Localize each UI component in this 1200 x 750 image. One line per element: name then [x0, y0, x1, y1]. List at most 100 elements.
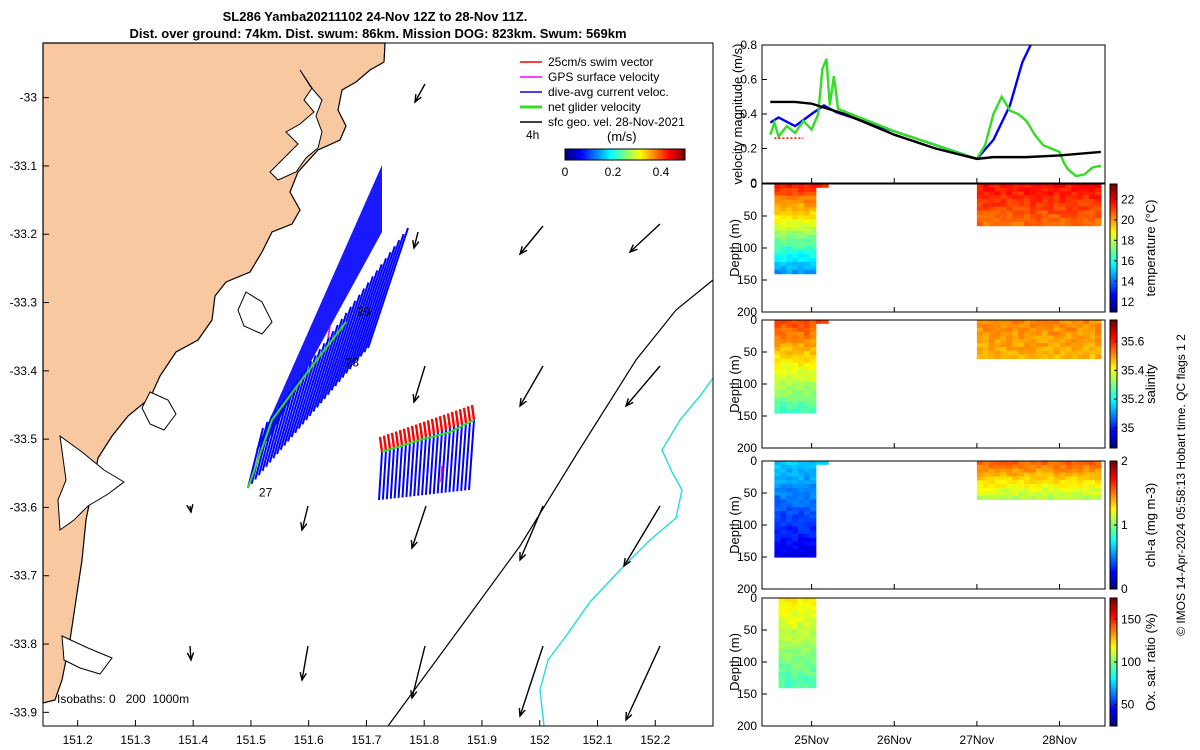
data-cell	[809, 374, 817, 379]
data-cell	[809, 499, 817, 504]
data-cell	[976, 472, 984, 477]
data-cell	[976, 195, 984, 200]
colorbar-segment	[609, 149, 612, 160]
data-cell	[1041, 339, 1049, 344]
data-cell	[976, 331, 984, 336]
data-cell	[774, 526, 781, 531]
data-cell	[792, 549, 799, 554]
data-cell	[1018, 331, 1025, 336]
data-cell	[778, 633, 786, 638]
data-cell	[815, 184, 823, 188]
data-cell	[1094, 335, 1102, 340]
data-cell	[1000, 484, 1008, 489]
data-cell	[803, 234, 811, 240]
map-y-tick-label: -33.2	[10, 227, 38, 241]
data-cell	[982, 210, 990, 215]
data-cell	[1083, 339, 1090, 344]
colorbar-tick-label: 35.6	[1121, 335, 1145, 349]
data-cell	[809, 211, 817, 216]
map-x-tick-label: 151.7	[351, 733, 381, 747]
data-cell	[1030, 461, 1037, 466]
data-cell	[790, 644, 798, 650]
data-cell	[1071, 331, 1078, 336]
data-cell	[774, 219, 781, 224]
colorbar-segment	[1110, 445, 1117, 449]
plot-area	[762, 598, 1105, 726]
data-cell	[1035, 335, 1043, 340]
data-cell	[798, 522, 805, 527]
colorbar-segment	[1110, 437, 1117, 441]
data-cell	[792, 219, 799, 224]
data-cell	[1000, 218, 1008, 223]
data-cell	[792, 258, 799, 263]
data-cell	[809, 664, 817, 669]
data-cell	[1018, 206, 1025, 212]
data-cell	[1071, 202, 1078, 208]
data-cell	[809, 601, 817, 607]
data-cell	[786, 476, 793, 481]
data-cell	[1041, 331, 1049, 336]
colorbar-segment	[659, 149, 662, 160]
data-cell	[803, 461, 811, 466]
data-cell	[976, 206, 984, 212]
data-cell	[1083, 206, 1090, 212]
data-cell	[1047, 464, 1055, 470]
data-cell	[1094, 184, 1102, 189]
data-cell	[994, 323, 1002, 329]
geo-vector-18-head	[186, 504, 194, 514]
colorbar-segment	[1110, 214, 1117, 218]
data-cell	[790, 672, 798, 677]
data-cell	[976, 199, 984, 204]
data-cell	[809, 222, 817, 228]
data-cell	[786, 195, 793, 201]
data-cell	[1024, 350, 1031, 356]
data-cell	[803, 215, 811, 220]
data-cell	[994, 484, 1002, 489]
data-cell	[1053, 195, 1061, 200]
colorbar-segment	[639, 149, 642, 160]
colorbar-tick-label: 18	[1121, 233, 1135, 247]
data-cell	[1065, 491, 1072, 497]
colorbar-segment	[1110, 687, 1117, 691]
colorbar-segment	[1110, 478, 1117, 482]
depth-ylabel: Depth (m)	[727, 355, 742, 413]
data-cell	[792, 537, 799, 543]
colorbar-label: salinity	[1143, 364, 1158, 404]
data-cell	[1006, 335, 1013, 340]
data-cell	[1006, 468, 1013, 474]
colorbar-segment	[1110, 435, 1117, 439]
data-cell	[1065, 346, 1072, 352]
data-cell	[976, 350, 984, 356]
data-cell	[803, 254, 811, 259]
data-cell	[798, 265, 805, 271]
colorbar-segment	[1110, 427, 1117, 431]
data-cell	[1065, 480, 1072, 485]
data-cell	[792, 530, 799, 535]
geo-vector-15	[300, 505, 309, 532]
data-cell	[803, 261, 811, 267]
dive-current-vector	[428, 433, 435, 495]
data-cell	[786, 254, 793, 259]
data-cell	[809, 389, 817, 395]
data-cell	[792, 461, 799, 466]
data-cell	[809, 343, 817, 348]
data-cell	[1083, 221, 1090, 227]
geo-vector-6	[412, 365, 426, 404]
data-cell	[1000, 335, 1008, 340]
data-cell	[780, 187, 787, 193]
data-cell	[1035, 354, 1043, 359]
data-cell	[809, 487, 817, 493]
data-cell	[784, 652, 792, 658]
data-cell	[786, 514, 793, 520]
data-cell	[1018, 202, 1025, 208]
data-cell	[797, 625, 804, 630]
data-cell	[1041, 484, 1049, 489]
data-cell	[798, 487, 805, 493]
data-cell	[774, 199, 781, 205]
swim-vector	[462, 407, 468, 423]
colorbar-segment	[1110, 618, 1117, 622]
data-cell	[1024, 354, 1031, 359]
data-cell	[786, 269, 793, 275]
data-cell	[1030, 320, 1037, 325]
data-cell	[784, 598, 792, 603]
